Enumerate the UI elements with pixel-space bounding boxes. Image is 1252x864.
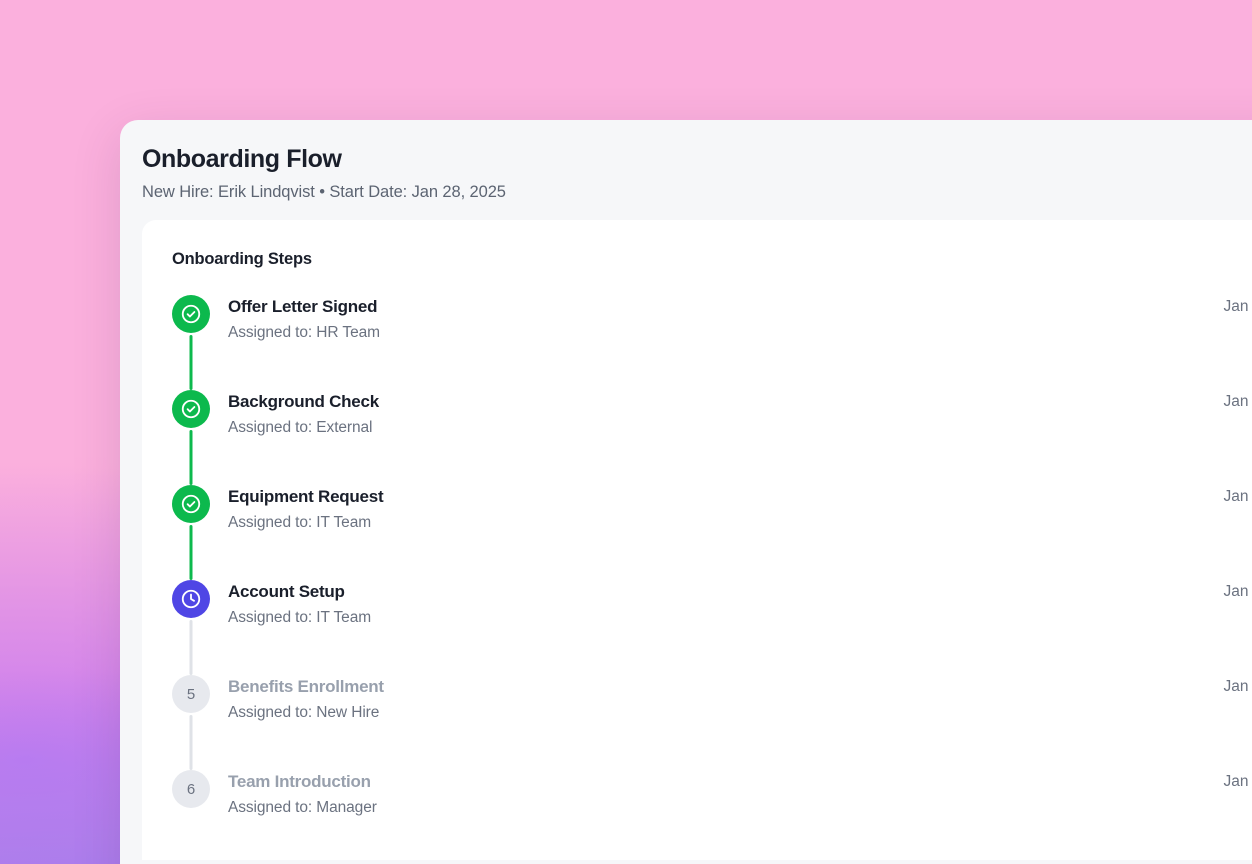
step-number-badge: 5 (186, 685, 196, 703)
step-marker-column (172, 580, 210, 675)
step-status-marker[interactable]: 5 (172, 675, 210, 713)
step-body: Equipment Request Assigned to: IT Team Jan… (210, 485, 1252, 532)
onboarding-step-row[interactable]: 5 Benefits Enrollment Assigned to: New Hir… (172, 675, 1252, 770)
step-date: Jan 22 (1223, 583, 1252, 600)
clock-icon (180, 588, 202, 610)
step-assignee: Assigned to: HR Team (228, 324, 380, 342)
step-title: Equipment Request (228, 487, 384, 506)
step-text-group: Account Setup Assigned to: IT Team (228, 581, 371, 627)
onboarding-steps-panel: Onboarding Steps Offer Letter Signed Assi… (142, 220, 1252, 860)
step-text-group: Offer Letter Signed Assigned to: HR Team (228, 296, 380, 342)
step-connector-line (189, 715, 193, 770)
onboarding-step-row[interactable]: Background Check Assigned to: External Jan… (172, 390, 1252, 485)
step-title: Team Introduction (228, 772, 371, 791)
step-connector-line (189, 335, 193, 390)
step-body: Offer Letter Signed Assigned to: HR Team J… (210, 295, 1252, 342)
step-body: Account Setup Assigned to: IT Team Jan 22 (210, 580, 1252, 627)
step-text-group: Team Introduction Assigned to: Manager (228, 771, 377, 817)
step-marker-column (172, 390, 210, 485)
onboarding-window-card: Onboarding Flow New Hire: Erik Lindqvist… (120, 120, 1252, 864)
onboarding-step-row[interactable]: 6 Team Introduction Assigned to: Manager Ja… (172, 770, 1252, 840)
step-body: Benefits Enrollment Assigned to: New Hire… (210, 675, 1252, 722)
step-title: Benefits Enrollment (228, 677, 384, 696)
check-circle-icon (180, 303, 202, 325)
step-assignee: Assigned to: IT Team (228, 609, 372, 627)
step-date: Jan 18 (1223, 393, 1252, 410)
steps-section-heading: Onboarding Steps (172, 250, 312, 268)
step-assignee: Assigned to: New Hire (228, 704, 380, 722)
step-assignee: Assigned to: Manager (228, 799, 377, 817)
step-title: Account Setup (228, 582, 345, 601)
check-circle-icon (180, 493, 202, 515)
step-marker-column: 6 (172, 770, 210, 808)
step-date: Jan 25 (1223, 678, 1252, 695)
step-date: Jan 15 (1223, 298, 1252, 315)
onboarding-step-row[interactable]: Account Setup Assigned to: IT Team Jan 22 (172, 580, 1252, 675)
step-body: Background Check Assigned to: External Jan… (210, 390, 1252, 437)
step-status-marker[interactable] (172, 390, 210, 428)
step-date: Jan 20 (1223, 488, 1252, 505)
check-circle-icon (180, 398, 202, 420)
page-title: Onboarding Flow (142, 145, 342, 173)
step-connector-line (189, 430, 193, 485)
card-header: Onboarding Flow New Hire: Erik Lindqvist… (120, 120, 1252, 220)
step-text-group: Background Check Assigned to: External (228, 391, 379, 437)
step-marker-column (172, 485, 210, 580)
step-marker-column (172, 295, 210, 390)
step-connector-line (189, 620, 193, 675)
step-date: Jan 28 (1223, 773, 1252, 790)
step-number-badge: 6 (186, 780, 196, 798)
step-marker-column: 5 (172, 675, 210, 770)
step-body: Team Introduction Assigned to: Manager Jan… (210, 770, 1252, 817)
step-status-marker[interactable]: 6 (172, 770, 210, 808)
step-text-group: Equipment Request Assigned to: IT Team (228, 486, 384, 532)
onboarding-steps-list: Offer Letter Signed Assigned to: HR Team J… (172, 295, 1252, 840)
step-assignee: Assigned to: IT Team (228, 514, 372, 532)
page-subtitle: New Hire: Erik Lindqvist • Start Date: J… (142, 183, 506, 201)
onboarding-step-row[interactable]: Offer Letter Signed Assigned to: HR Team J… (172, 295, 1252, 390)
step-assignee: Assigned to: External (228, 419, 373, 437)
step-connector-line (189, 525, 193, 580)
step-text-group: Benefits Enrollment Assigned to: New Hire (228, 676, 384, 722)
step-title: Offer Letter Signed (228, 297, 378, 316)
onboarding-step-row[interactable]: Equipment Request Assigned to: IT Team Jan… (172, 485, 1252, 580)
step-title: Background Check (228, 392, 379, 411)
step-status-marker[interactable] (172, 295, 210, 333)
step-status-marker[interactable] (172, 485, 210, 523)
step-status-marker[interactable] (172, 580, 210, 618)
